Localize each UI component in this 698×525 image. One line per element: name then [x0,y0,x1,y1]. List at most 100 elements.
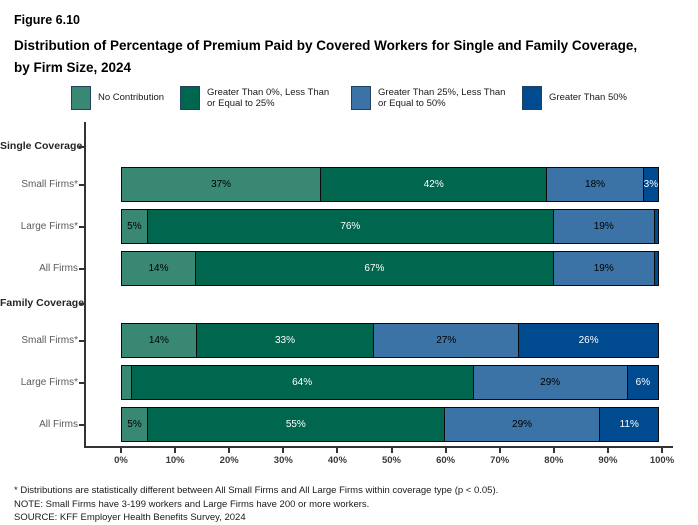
bar-segment-value: 19% [593,221,614,232]
bar-segment-value: 27% [436,335,457,346]
x-tick-label: 40% [327,455,347,466]
x-axis-line [84,446,673,448]
bar-segment: 55% [147,407,445,442]
bar-segment-value: 64% [292,377,313,388]
bar-segment-value: 55% [285,419,306,430]
bar-row: 37% 42% 18% 3% [121,167,662,202]
y-axis-line [84,122,86,448]
bar-segment: 18% [546,167,644,202]
bar-segment: 19% [552,251,655,286]
legend-item-3: Greater Than 50% [522,86,627,110]
x-tick-label: 50% [381,455,401,466]
y-tick [79,303,84,305]
title-block: Figure 6.10 Distribution of Percentage o… [14,13,654,79]
y-tick [79,183,84,186]
bar-segment-value: 14% [148,335,169,346]
bar-segment-value: 14% [148,263,169,274]
figure-number: Figure 6.10 [14,13,80,27]
bar-segment: 11% [599,407,659,442]
group-label-family-coverage: Family Coverage [0,297,85,309]
bar-segment-value: 33% [274,335,295,346]
footnotes: * Distributions are statistically differ… [14,484,690,525]
bar-segment: 67% [194,251,554,286]
bar-segment-value: 5% [127,419,142,430]
x-tick [390,448,393,453]
y-tick [79,339,84,342]
group-label-single-coverage: Single Coverage [0,140,83,152]
x-tick [120,448,122,453]
row-label: All Firms [39,418,78,430]
y-tick [79,225,84,228]
x-tick-label: 60% [436,455,456,466]
bar-segment: 26% [518,323,659,358]
bar-segment-value: 6% [635,377,651,388]
bar-row: 64% 29% 6% [121,365,662,400]
x-tick-label: 90% [598,455,618,466]
legend-item-1: Greater Than 0%, Less Than or Equal to 2… [180,86,335,110]
footnote-source: SOURCE: KFF Employer Health Benefits Sur… [14,512,246,523]
chart-legend: No Contribution Greater Than 0%, Less Tha… [0,82,698,114]
x-tick-label: 20% [219,455,239,466]
bar-segment-value: 19% [593,263,614,274]
bar-segment [653,251,659,286]
x-tick [336,448,339,453]
legend-label: Greater Than 50% [549,92,627,104]
y-tick [79,146,84,148]
bar-row: 14% 33% 27% 26% [121,323,662,358]
row-label: Large Firms* [20,376,78,388]
bar-segment-value: 37% [211,179,232,190]
bar-row: 5% 76% 19% [121,209,662,244]
bar-segment: 37% [121,167,322,202]
legend-label: Greater Than 25%, Less Than or Equal to … [378,86,506,110]
bar-segment: 42% [320,167,548,202]
legend-item-0: No Contribution [71,86,164,110]
x-tick [174,448,177,453]
bar-row: 14% 67% 19% [121,251,662,286]
x-tick [444,448,447,453]
legend-label: No Contribution [98,92,165,104]
bar-segment-value: 42% [423,179,444,190]
bar-segment-value: 67% [364,263,385,274]
x-tick-label: 0% [114,455,128,466]
bar-segment-value: 76% [340,221,361,232]
bar-segment: 29% [443,407,601,442]
x-tick [552,448,555,453]
x-tick-label: 100% [649,455,675,466]
bar-segment-value: 11% [619,419,639,430]
bar-segment-value: 29% [512,419,533,430]
bar-segment: 5% [121,209,148,244]
bar-segment: 29% [472,365,628,400]
x-tick [606,448,609,453]
bar-segment: 19% [552,209,655,244]
y-tick [79,381,84,384]
footnote-note: NOTE: Small Firms have 3-199 workers and… [14,498,370,510]
y-tick [79,267,84,270]
bar-segment-value: 29% [540,377,561,388]
x-tick [498,448,501,453]
row-label: All Firms [39,262,78,274]
x-tick [228,448,231,453]
legend-label: Greater Than 0%, Less Than or Equal to 2… [207,86,330,110]
figure-title: Distribution of Percentage of Premium Pa… [14,38,638,75]
bar-segment: 27% [373,323,520,358]
bar-segment-value: 18% [585,179,606,190]
bar-row: 5% 55% 29% 11% [121,407,662,442]
x-tick [661,448,663,453]
x-tick [282,448,285,453]
bar-segment: 3% [642,167,659,202]
y-tick [79,423,84,426]
bar-segment: 14% [121,251,196,286]
x-tick-label: 80% [544,455,564,466]
row-label: Large Firms* [20,220,78,232]
bar-segment-value: 5% [127,221,142,232]
bar-segment: 33% [195,323,375,358]
footnote-significance: * Distributions are statistically differ… [14,485,499,496]
legend-item-2: Greater Than 25%, Less Than or Equal to … [351,86,506,110]
x-tick-label: 10% [165,455,185,466]
bar-segment: 76% [146,209,554,244]
row-label: Small Firms* [21,178,78,190]
bar-segment: 6% [626,365,659,400]
row-label: Small Firms* [21,334,78,346]
